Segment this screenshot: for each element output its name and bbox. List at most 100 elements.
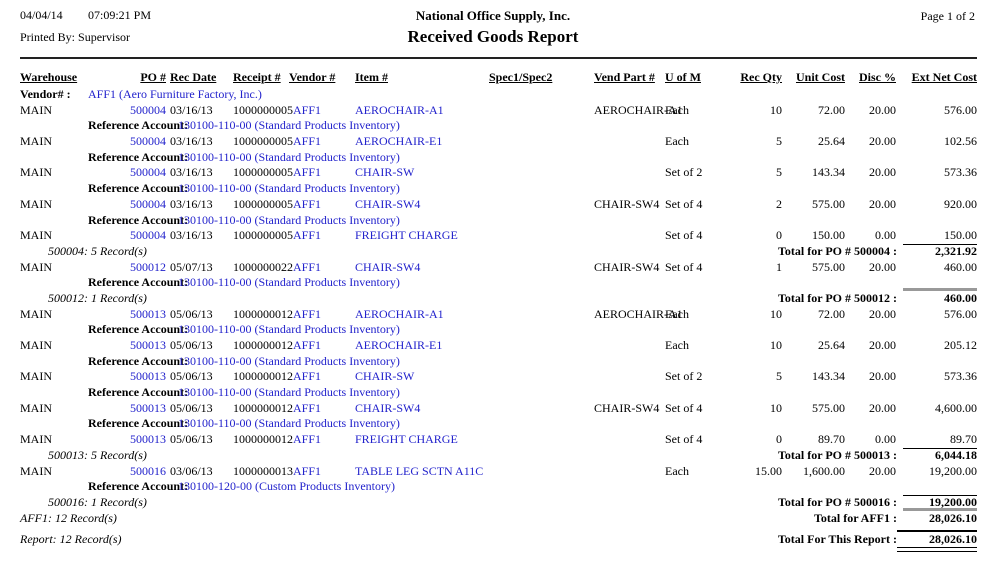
vendor-code-link[interactable]: AFF1: [293, 369, 322, 384]
po-number-link[interactable]: 500013: [130, 400, 166, 415]
vendor-code-link[interactable]: AFF1: [293, 102, 322, 117]
item-number-link[interactable]: CHAIR-SW4: [355, 400, 421, 415]
po-number-link[interactable]: 500004: [130, 102, 166, 117]
disc-percent-cell: 20.00: [869, 400, 896, 415]
reference-account-link[interactable]: 130100-110-00 (Standard Products Invento…: [178, 181, 400, 196]
rec-date-cell: 05/06/13: [170, 432, 213, 447]
reference-account-label: Reference Account:: [88, 416, 189, 431]
uofm-cell: Set of 4: [665, 432, 703, 447]
table-row: MAIN 500013 05/06/13 1000000012 AFF1 AEROCHAI…: [0, 307, 986, 323]
vendor-code-link[interactable]: AFF1: [293, 432, 322, 447]
reference-account-link[interactable]: 130100-110-00 (Standard Products Invento…: [178, 353, 400, 368]
vend-part-cell: CHAIR-SW4: [594, 259, 660, 274]
total-rule: [903, 287, 977, 291]
po-number-link[interactable]: 500004: [130, 134, 166, 149]
po-number-link[interactable]: 500004: [130, 228, 166, 243]
vendor-code-link[interactable]: AFF1: [293, 338, 322, 352]
item-number-link[interactable]: CHAIR-SW4: [355, 196, 421, 211]
table-row: MAIN 500013 05/06/13 1000000012 AFF1 FREIGHT …: [0, 432, 986, 448]
vendor-line: Vendor# : AFF1 (Aero Furniture Factory, I…: [0, 87, 986, 103]
table-row: MAIN 500012 05/07/13 1000000022 AFF1 CHAIR-SW…: [0, 260, 986, 276]
po-number-link[interactable]: 500013: [130, 306, 166, 321]
reference-account-link[interactable]: 130100-110-00 (Standard Products Invento…: [178, 149, 400, 164]
vend-part-cell: AEROCHAIR-A1: [594, 102, 683, 117]
total-rule: [897, 530, 977, 533]
printed-by-label: Printed By:: [20, 30, 76, 44]
warehouse-cell: MAIN: [20, 463, 52, 478]
po-number-link[interactable]: 500013: [130, 369, 166, 384]
vendor-code-link[interactable]: AFF1: [293, 400, 322, 415]
rec-qty-cell: 10: [770, 102, 782, 117]
reference-account-link[interactable]: 130100-120-00 (Custom Products Inventory…: [178, 479, 395, 494]
reference-account-link[interactable]: 130100-110-00 (Standard Products Invento…: [178, 322, 400, 337]
item-number-link[interactable]: FREIGHT CHARGE: [355, 228, 458, 243]
vendor-name-link[interactable]: AFF1 (Aero Furniture Factory, Inc.): [88, 87, 262, 101]
reference-account-link[interactable]: 130100-110-00 (Standard Products Invento…: [178, 118, 400, 133]
item-number-link[interactable]: AEROCHAIR-A1: [355, 306, 444, 321]
receipt-number-cell: 1000000012: [233, 400, 293, 415]
reference-account-label: Reference Account:: [88, 118, 189, 133]
uofm-cell: Each: [665, 306, 689, 321]
reference-account-row: Reference Account: 130100-110-00 (Standar…: [0, 385, 986, 401]
item-number-link[interactable]: CHAIR-SW4: [355, 259, 421, 274]
po-number-link[interactable]: 500004: [130, 196, 166, 211]
vendor-code-link[interactable]: AFF1: [293, 134, 322, 149]
column-header-rcpt: Receipt #: [233, 70, 281, 84]
ext-net-cost-cell: 19,200.00: [929, 463, 977, 478]
vendor-code-link[interactable]: AFF1: [293, 306, 322, 321]
item-number-link[interactable]: CHAIR-SW: [355, 369, 415, 384]
item-number-link[interactable]: AEROCHAIR-E1: [355, 338, 443, 352]
column-header-wh: Warehouse: [20, 70, 78, 84]
po-number-link[interactable]: 500004: [130, 165, 166, 180]
total-value: 28,026.10: [929, 532, 977, 547]
ext-net-cost-cell: 576.00: [944, 102, 977, 117]
po-number-link[interactable]: 500012: [130, 259, 166, 274]
receipt-number-cell: 1000000005: [233, 134, 293, 149]
ext-net-cost-cell: 573.36: [944, 165, 977, 180]
item-number-link[interactable]: FREIGHT CHARGE: [355, 432, 458, 447]
total-rule: [903, 507, 977, 511]
rec-qty-cell: 0: [776, 228, 782, 243]
reference-account-link[interactable]: 130100-110-00 (Standard Products Invento…: [178, 385, 400, 400]
subtotal-row: 500004: 5 Record(s) Total for PO # 500004…: [0, 243, 986, 260]
item-number-link[interactable]: TABLE LEG SCTN A11C: [355, 463, 484, 478]
reference-account-label: Reference Account:: [88, 479, 189, 494]
disc-percent-cell: 20.00: [869, 463, 896, 478]
vendor-code-link[interactable]: AFF1: [293, 463, 322, 478]
po-number-link[interactable]: 500016: [130, 463, 166, 478]
po-number-link[interactable]: 500013: [130, 338, 166, 352]
total-label: Total for PO # 500013 :: [778, 447, 897, 462]
uofm-cell: Set of 2: [665, 369, 703, 384]
reference-account-link[interactable]: 130100-110-00 (Standard Products Invento…: [178, 416, 400, 431]
vendor-code-link[interactable]: AFF1: [293, 228, 322, 243]
po-number-link[interactable]: 500013: [130, 432, 166, 447]
reference-account-link[interactable]: 130100-110-00 (Standard Products Invento…: [178, 212, 400, 227]
disc-percent-cell: 0.00: [875, 432, 896, 447]
warehouse-cell: MAIN: [20, 306, 52, 321]
unit-cost-cell: 150.00: [812, 228, 845, 243]
vendor-code-link[interactable]: AFF1: [293, 196, 322, 211]
item-number-link[interactable]: AEROCHAIR-A1: [355, 102, 444, 117]
vendor-code-link[interactable]: AFF1: [293, 165, 322, 180]
total-rule: [903, 243, 977, 245]
total-label: Total For This Report :: [777, 532, 897, 547]
uofm-cell: Each: [665, 338, 689, 352]
rec-qty-cell: 10: [770, 400, 782, 415]
item-number-link[interactable]: AEROCHAIR-E1: [355, 134, 443, 149]
unit-cost-cell: 143.34: [812, 165, 845, 180]
ext-net-cost-cell: 102.56: [944, 134, 977, 149]
disc-percent-cell: 20.00: [869, 369, 896, 384]
warehouse-cell: MAIN: [20, 338, 52, 352]
vendor-code-link[interactable]: AFF1: [293, 259, 322, 274]
column-header-po: PO #: [140, 70, 166, 84]
table-row: MAIN 500004 03/16/13 1000000005 AFF1 FREIGHT …: [0, 228, 986, 244]
item-number-link[interactable]: CHAIR-SW: [355, 165, 415, 180]
reference-account-link[interactable]: 130100-110-00 (Standard Products Invento…: [178, 275, 400, 290]
uofm-cell: Set of 4: [665, 259, 703, 274]
rec-date-cell: 05/06/13: [170, 369, 213, 384]
company-name: National Office Supply, Inc.: [415, 8, 571, 23]
record-count: 500016: 1 Record(s): [48, 494, 147, 509]
rec-qty-cell: 10: [770, 338, 782, 352]
receipt-number-cell: 1000000012: [233, 432, 293, 447]
uofm-cell: Set of 2: [665, 165, 703, 180]
